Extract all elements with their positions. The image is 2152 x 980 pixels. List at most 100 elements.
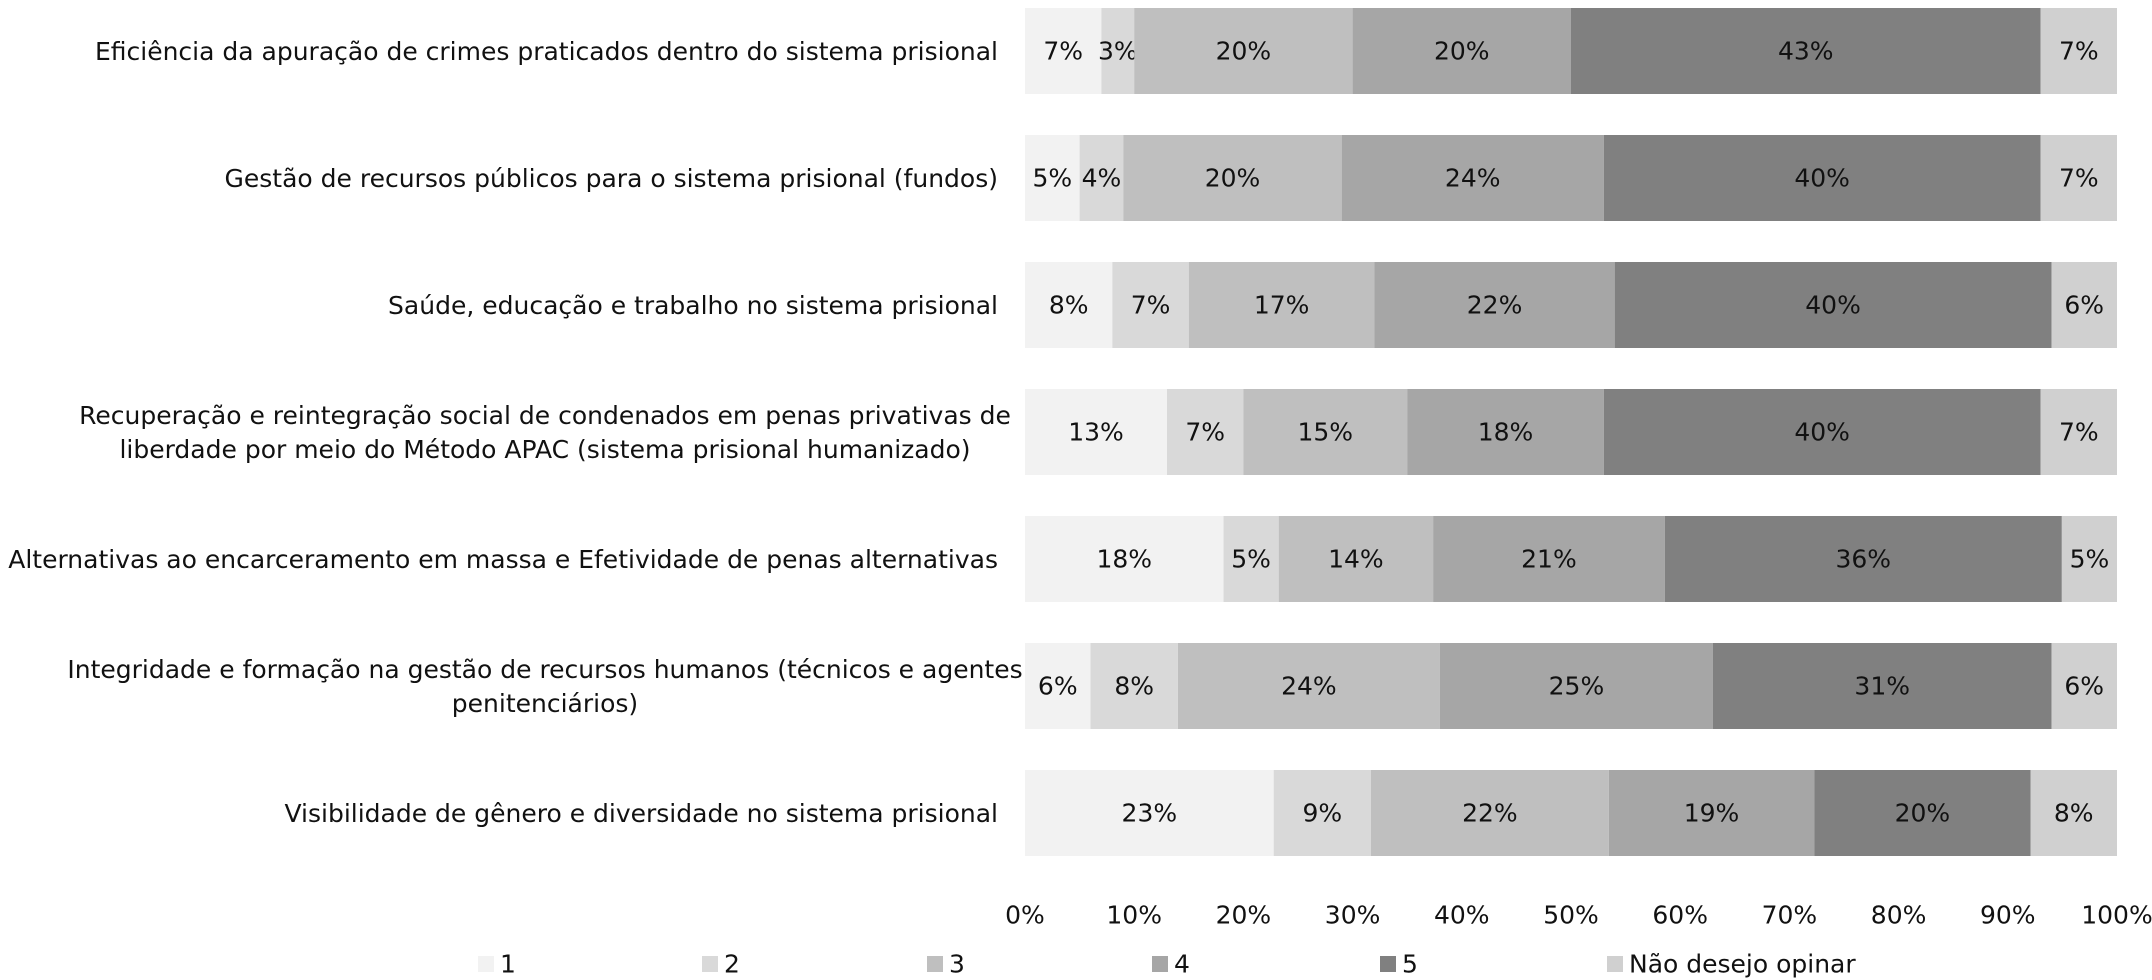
bar-segment — [1025, 643, 1091, 729]
bar-segment — [1374, 262, 1615, 348]
bar-segment — [1439, 643, 1713, 729]
data-label: 19% — [1684, 799, 1740, 828]
x-tick-label: 90% — [1980, 901, 2036, 930]
data-label: 9% — [1302, 799, 1342, 828]
bar-segment — [1814, 770, 2031, 856]
bar-segment — [1614, 262, 2052, 348]
bar-segment — [1278, 516, 1434, 602]
x-tick-label: 0% — [1005, 901, 1045, 930]
data-label: 18% — [1478, 418, 1534, 447]
bar-segment — [1188, 262, 1375, 348]
data-label: 7% — [2059, 37, 2099, 66]
data-label: 21% — [1521, 545, 1577, 574]
bar-segment — [1608, 770, 1815, 856]
data-label: 20% — [1205, 164, 1261, 193]
data-label: 7% — [2059, 164, 2099, 193]
data-label: 8% — [1049, 291, 1089, 320]
data-label: 36% — [1836, 545, 1892, 574]
bar-segment — [1025, 516, 1224, 602]
data-label: 7% — [2059, 418, 2099, 447]
data-label: 20% — [1895, 799, 1951, 828]
bar-segment — [1407, 389, 1604, 475]
legend-label: 2 — [724, 950, 740, 979]
category-label-line: Alternativas ao encarceramento em massa … — [8, 545, 998, 574]
bar-segment — [1025, 135, 1080, 221]
category-label: Eficiência da apuração de crimes pratica… — [95, 37, 998, 66]
bar-segment — [1352, 8, 1571, 94]
data-label: 15% — [1298, 418, 1354, 447]
bar-segment — [1603, 389, 2041, 475]
data-label: 5% — [1231, 545, 1271, 574]
data-label: 3% — [1098, 37, 1138, 66]
category-label-line: Eficiência da apuração de crimes pratica… — [95, 37, 998, 66]
data-label: 18% — [1096, 545, 1152, 574]
legend-label: 4 — [1174, 950, 1190, 979]
data-label: 23% — [1122, 799, 1178, 828]
bar-segment — [1243, 389, 1408, 475]
x-tick-label: 50% — [1543, 901, 1599, 930]
legend-swatch — [1607, 956, 1623, 972]
data-label: 7% — [1185, 418, 1225, 447]
legend-label: 5 — [1402, 950, 1418, 979]
data-label: 7% — [1043, 37, 1083, 66]
bars: 7% 3% 20% 20% 43% 7% 5% 4% 20% 24% 40% 7% 8% 7% 17% 22%… — [1025, 8, 2117, 856]
category-label: Alternativas ao encarceramento em massa … — [8, 545, 998, 574]
category-label-line: Recuperação e reintegração social de con… — [79, 401, 1011, 430]
x-tick-label: 10% — [1106, 901, 1162, 930]
bar-segment — [1090, 643, 1178, 729]
category-label-line: liberdade por meio do Método APAC (siste… — [119, 435, 970, 464]
bar-segment — [1433, 516, 1665, 602]
data-label: 31% — [1854, 672, 1910, 701]
category-label: Integridade e formação na gestão de recu… — [67, 655, 1022, 718]
x-tick-label: 20% — [1216, 901, 1272, 930]
legend-label: 1 — [500, 950, 516, 979]
x-tick-label: 80% — [1871, 901, 1927, 930]
bar-segment — [1370, 770, 1609, 856]
x-axis: 0% 10% 20% 30% 40% 50% 60% 70% 80% 90% 100% — [1005, 901, 2152, 930]
bar-segment — [2040, 389, 2117, 475]
bar-segment — [1134, 8, 1353, 94]
data-label: 40% — [1805, 291, 1861, 320]
legend-label: 3 — [949, 950, 965, 979]
legend-swatch — [702, 956, 718, 972]
category-label: Recuperação e reintegração social de con… — [79, 401, 1011, 464]
bar-segment — [1177, 643, 1440, 729]
bar-segment — [1664, 516, 2062, 602]
data-label: 24% — [1281, 672, 1337, 701]
x-tick-label: 40% — [1434, 901, 1490, 930]
data-label: 8% — [2054, 799, 2094, 828]
category-label-line: Visibilidade de gênero e diversidade no … — [284, 799, 998, 828]
bar-segment — [1025, 8, 1102, 94]
category-label-line: penitenciários) — [452, 689, 638, 718]
data-label: 20% — [1434, 37, 1490, 66]
bar-segment — [1079, 135, 1124, 221]
data-label: 20% — [1216, 37, 1272, 66]
bar-segment — [1571, 8, 2041, 94]
category-label: Gestão de recursos públicos para o siste… — [225, 164, 998, 193]
x-tick-label: 100% — [2081, 901, 2152, 930]
bar-segment — [1112, 262, 1189, 348]
data-label: 5% — [1032, 164, 1072, 193]
x-tick-label: 70% — [1762, 901, 1818, 930]
data-label: 24% — [1445, 164, 1501, 193]
bar-segment — [1025, 262, 1113, 348]
data-label: 4% — [1082, 164, 1122, 193]
category-label-line: Gestão de recursos públicos para o siste… — [225, 164, 998, 193]
legend: 1 2 3 4 5 Não desejo opinar — [478, 950, 1856, 979]
bar-segment — [2030, 770, 2117, 856]
data-label: 7% — [1131, 291, 1171, 320]
data-label: 25% — [1549, 672, 1605, 701]
bar-segment — [1025, 770, 1274, 856]
category-label-line: Saúde, educação e trabalho no sistema pr… — [388, 291, 998, 320]
data-label: 40% — [1794, 164, 1850, 193]
bar-segment — [1603, 135, 2041, 221]
data-label: 5% — [2070, 545, 2110, 574]
bar-segment — [1273, 770, 1371, 856]
category-label: Saúde, educação e trabalho no sistema pr… — [388, 291, 998, 320]
data-label: 17% — [1254, 291, 1310, 320]
bar-segment — [2061, 516, 2117, 602]
data-label: 6% — [2064, 291, 2104, 320]
legend-label: Não desejo opinar — [1629, 950, 1856, 979]
legend-swatch — [478, 956, 494, 972]
